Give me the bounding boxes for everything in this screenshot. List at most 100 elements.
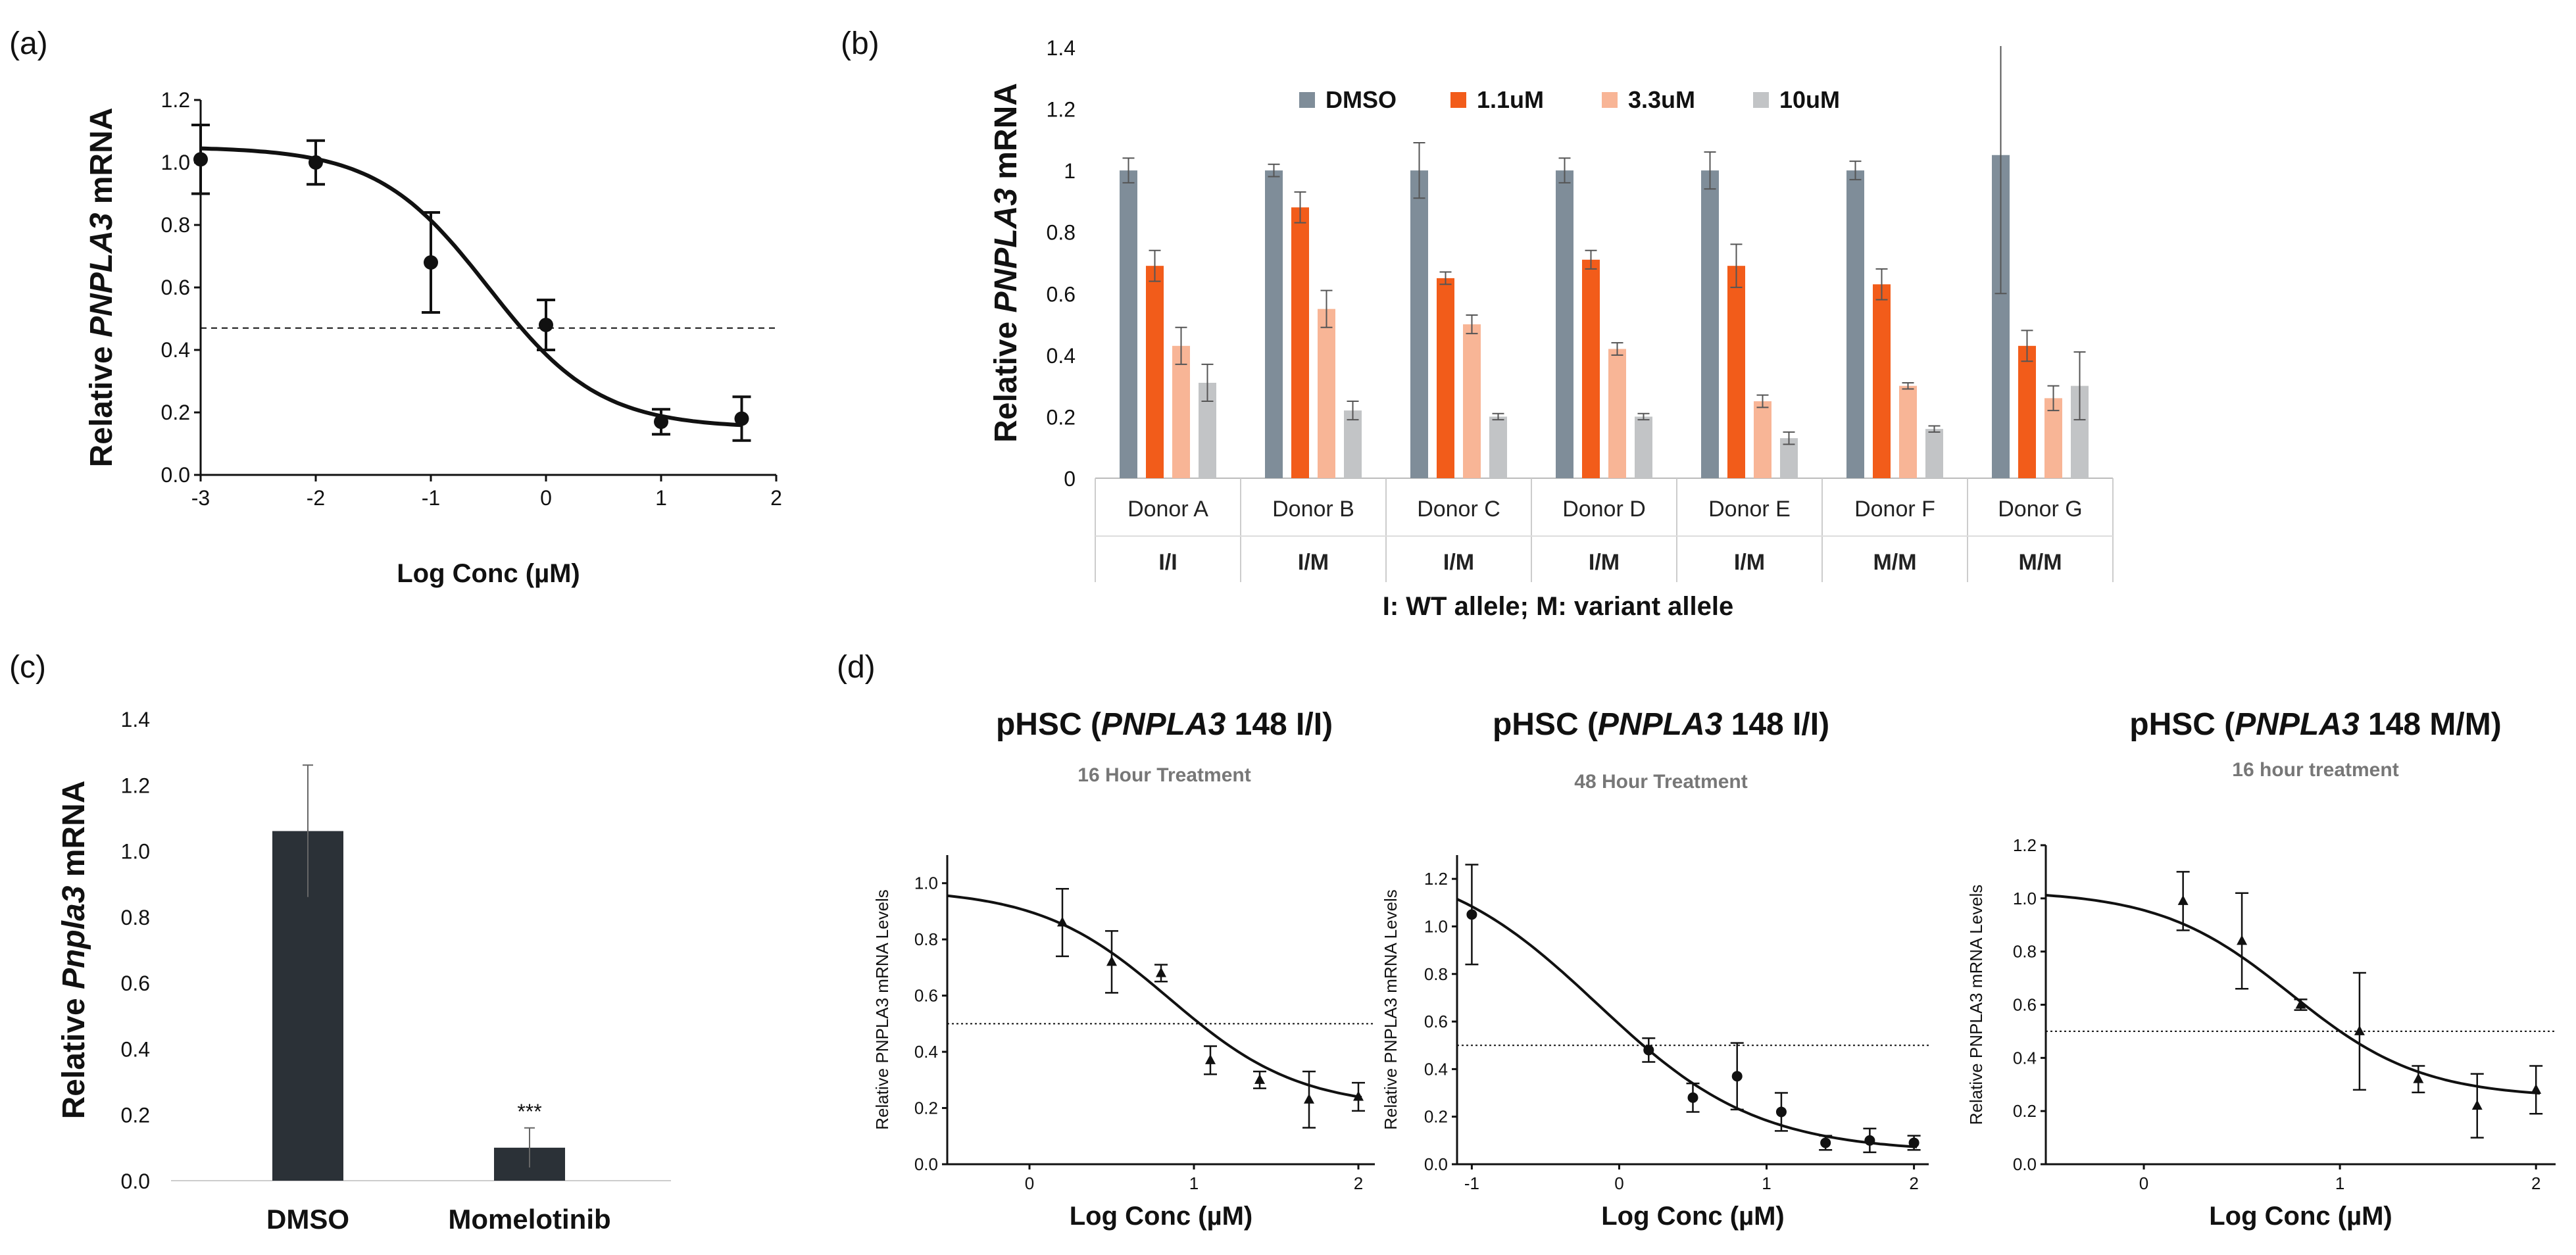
b-bar <box>1608 349 1626 478</box>
b-genotype-label: I/M <box>1734 550 1765 575</box>
a-x-tick-label: 0 <box>540 486 552 510</box>
d3-data-point <box>2354 1025 2365 1035</box>
d3-y-tick-label: 1.2 <box>2013 835 2037 855</box>
c-y-tick-label: 0.0 <box>121 1169 150 1193</box>
chart-d1: pHSC (PNPLA3 148 I/I) 16 Hour Treatment 0.… <box>872 707 1375 1231</box>
d3-data-point <box>2237 935 2248 945</box>
panel-label-c: (c) <box>9 650 46 685</box>
d1-subtitle: 16 Hour Treatment <box>1077 764 1251 786</box>
d2-y-tick-label: 1.2 <box>1424 869 1448 889</box>
d3-x-axis-label: Log Conc (µM) <box>2209 1202 2392 1231</box>
d3-y-tick-label: 0.8 <box>2013 942 2037 962</box>
b-y-tick-label: 0.4 <box>1047 344 1076 368</box>
d2-y-tick-label: 0.4 <box>1424 1059 1448 1079</box>
chart-b: 0 0.2 0.4 0.6 0.8 1 1.2 1.4 Relative PNPLA3 mRNA… <box>989 36 2114 621</box>
b-bar <box>2044 398 2062 478</box>
d3-fit-curve <box>2045 894 2540 1095</box>
d2-data-point <box>1820 1137 1831 1148</box>
d3-y-tick-label: 0.2 <box>2013 1101 2037 1121</box>
a-y-tick-label: 1.0 <box>161 151 190 174</box>
b-bar <box>1489 416 1507 478</box>
d2-y-tick-label: 1.0 <box>1424 916 1448 936</box>
b-genotype-label: I/I <box>1158 550 1177 575</box>
d2-x-tick-label: -1 <box>1464 1173 1479 1193</box>
b-y-axis-label: Relative PNPLA3 mRNA <box>989 83 1024 443</box>
c-y-tick-label: 1.4 <box>121 708 150 731</box>
d3-title: pHSC (PNPLA3 148 M/M) <box>2129 707 2501 742</box>
b-bar <box>1556 170 1573 478</box>
b-bar <box>1291 207 1309 478</box>
d3-y-tick-label: 0.6 <box>2013 995 2037 1015</box>
d1-data-point <box>1106 956 1117 966</box>
a-data-point <box>539 318 553 332</box>
b-bar <box>1410 170 1428 478</box>
d1-x-tick-label: 2 <box>1354 1173 1363 1193</box>
b-category-label: Donor F <box>1854 497 1935 522</box>
d1-data-point <box>1353 1091 1364 1101</box>
b-bar <box>1925 429 1943 478</box>
c-y-tick-label: 0.4 <box>121 1037 150 1061</box>
d1-x-tick-label: 0 <box>1025 1173 1034 1193</box>
b-y-tick-label: 1 <box>1064 159 1076 183</box>
a-data-point <box>424 255 438 270</box>
d1-x-tick-label: 1 <box>1189 1173 1199 1193</box>
d2-y-axis-label: Relative PNPLA3 mRNA Levels <box>1381 889 1400 1130</box>
d2-y-tick-label: 0.8 <box>1424 964 1448 984</box>
d2-y-tick-label: 0.6 <box>1424 1012 1448 1031</box>
a-data-point <box>734 411 749 426</box>
b-bar <box>1635 416 1652 478</box>
d3-data-point <box>2531 1083 2542 1094</box>
d2-y-tick-label: 0.0 <box>1424 1154 1448 1174</box>
b-category-label: Donor A <box>1127 497 1208 522</box>
d1-data-point <box>1205 1054 1216 1064</box>
b-bar <box>1265 170 1283 478</box>
b-bar <box>1172 345 1190 478</box>
b-bar <box>1899 385 1917 478</box>
d3-x-tick-label: 2 <box>2531 1173 2540 1193</box>
a-x-tick-label: 1 <box>655 486 667 510</box>
b-genotype-label: M/M <box>2018 550 2062 575</box>
a-fit-curve <box>200 146 742 428</box>
d1-y-tick-label: 0.8 <box>914 929 938 949</box>
d1-y-tick-label: 0.4 <box>914 1042 938 1062</box>
panel-label-b: (b) <box>841 26 879 61</box>
b-category-label: Donor G <box>1998 497 2083 522</box>
d1-y-tick-label: 0.0 <box>914 1154 938 1174</box>
d2-x-tick-label: 1 <box>1762 1173 1771 1193</box>
b-category-label: Donor B <box>1272 497 1354 522</box>
chart-c: 0.0 0.2 0.4 0.6 0.8 1.0 1.2 1.4 Relative Pnpla3 … <box>57 708 671 1235</box>
d3-data-point <box>2295 998 2306 1009</box>
b-y-tick-label: 0.2 <box>1047 405 1076 429</box>
b-legend-label: 3.3uM <box>1628 86 1695 113</box>
a-data-point <box>309 155 323 170</box>
b-bar <box>1846 170 1864 478</box>
b-bar <box>1120 170 1137 478</box>
d1-fit-curve <box>947 894 1362 1099</box>
d2-x-tick-label: 0 <box>1614 1173 1623 1193</box>
b-x-axis-label: I: WT allele; M: variant allele <box>1383 592 1733 621</box>
d2-data-point <box>1687 1092 1698 1103</box>
a-y-tick-label: 1.2 <box>161 88 190 112</box>
d2-data-point <box>1466 909 1477 920</box>
d3-y-tick-label: 1.0 <box>2013 889 2037 908</box>
a-x-axis-label: Log Conc (µM) <box>397 559 580 588</box>
b-y-tick-label: 1.2 <box>1047 98 1076 122</box>
panel-label-a: (a) <box>9 26 48 61</box>
a-x-tick-label: -2 <box>307 486 325 510</box>
b-genotype-label: I/M <box>1589 550 1620 575</box>
c-y-tick-label: 0.2 <box>121 1104 150 1127</box>
a-y-tick-label: 0.4 <box>161 338 190 362</box>
a-y-axis-label: Relative PNPLA3 mRNA <box>84 108 119 468</box>
d1-y-tick-label: 0.2 <box>914 1098 938 1118</box>
b-bar <box>1437 278 1454 478</box>
b-genotype-label: M/M <box>1873 550 1916 575</box>
d1-data-point <box>1156 967 1166 977</box>
b-bar <box>1344 410 1362 478</box>
a-data-point <box>193 152 208 167</box>
b-legend-label: DMSO <box>1325 86 1397 113</box>
d1-y-tick-label: 0.6 <box>914 986 938 1006</box>
d1-data-point <box>1057 916 1068 927</box>
b-legend-swatch <box>1299 92 1315 108</box>
d3-data-point <box>2471 1100 2483 1110</box>
b-bar <box>1727 266 1745 478</box>
